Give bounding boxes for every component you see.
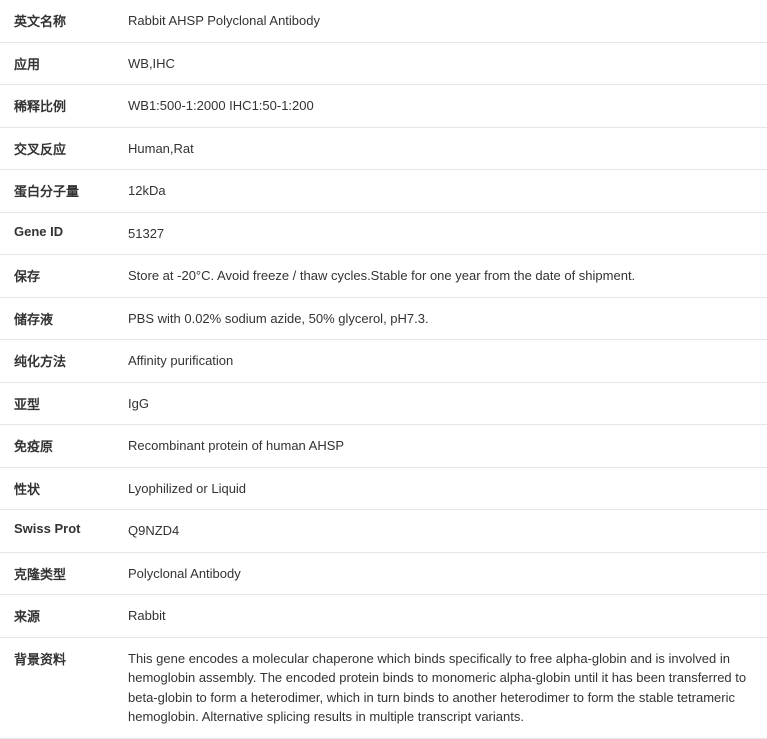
spec-label: 免疫原 — [0, 425, 120, 468]
spec-label: Gene ID — [0, 212, 120, 255]
spec-row: 免疫原Recombinant protein of human AHSP — [0, 425, 767, 468]
spec-row: 背景资料This gene encodes a molecular chaper… — [0, 637, 767, 738]
spec-label: 背景资料 — [0, 637, 120, 738]
spec-label: 英文名称 — [0, 0, 120, 42]
spec-label: 纯化方法 — [0, 340, 120, 383]
spec-label: 储存液 — [0, 297, 120, 340]
spec-row: 蛋白分子量12kDa — [0, 170, 767, 213]
spec-row: 克隆类型Polyclonal Antibody — [0, 552, 767, 595]
spec-row: Gene ID51327 — [0, 212, 767, 255]
spec-value: Rabbit AHSP Polyclonal Antibody — [120, 0, 767, 42]
spec-label: 来源 — [0, 595, 120, 638]
spec-label: 交叉反应 — [0, 127, 120, 170]
spec-value: This gene encodes a molecular chaperone … — [120, 637, 767, 738]
spec-row: 来源Rabbit — [0, 595, 767, 638]
spec-row: 保存Store at -20°C. Avoid freeze / thaw cy… — [0, 255, 767, 298]
spec-row: 亚型IgG — [0, 382, 767, 425]
spec-table-body: 英文名称Rabbit AHSP Polyclonal Antibody应用WB,… — [0, 0, 767, 738]
spec-label: 稀释比例 — [0, 85, 120, 128]
spec-label: 性状 — [0, 467, 120, 510]
spec-value: Lyophilized or Liquid — [120, 467, 767, 510]
spec-value: 12kDa — [120, 170, 767, 213]
spec-row: 交叉反应Human,Rat — [0, 127, 767, 170]
spec-value: Rabbit — [120, 595, 767, 638]
spec-label: 应用 — [0, 42, 120, 85]
spec-value: 51327 — [120, 212, 767, 255]
spec-row: 稀释比例WB1:500-1:2000 IHC1:50-1:200 — [0, 85, 767, 128]
spec-row: 性状Lyophilized or Liquid — [0, 467, 767, 510]
spec-label: Swiss Prot — [0, 510, 120, 553]
spec-label: 保存 — [0, 255, 120, 298]
spec-label: 蛋白分子量 — [0, 170, 120, 213]
spec-row: 纯化方法Affinity purification — [0, 340, 767, 383]
spec-value: Recombinant protein of human AHSP — [120, 425, 767, 468]
product-spec-table: 英文名称Rabbit AHSP Polyclonal Antibody应用WB,… — [0, 0, 767, 739]
spec-label: 克隆类型 — [0, 552, 120, 595]
spec-value: Affinity purification — [120, 340, 767, 383]
spec-label: 亚型 — [0, 382, 120, 425]
spec-value: Q9NZD4 — [120, 510, 767, 553]
spec-value: Polyclonal Antibody — [120, 552, 767, 595]
spec-row: Swiss ProtQ9NZD4 — [0, 510, 767, 553]
spec-value: Human,Rat — [120, 127, 767, 170]
spec-value: IgG — [120, 382, 767, 425]
spec-value: PBS with 0.02% sodium azide, 50% glycero… — [120, 297, 767, 340]
spec-row: 储存液PBS with 0.02% sodium azide, 50% glyc… — [0, 297, 767, 340]
spec-row: 英文名称Rabbit AHSP Polyclonal Antibody — [0, 0, 767, 42]
spec-value: Store at -20°C. Avoid freeze / thaw cycl… — [120, 255, 767, 298]
spec-value: WB,IHC — [120, 42, 767, 85]
spec-value: WB1:500-1:2000 IHC1:50-1:200 — [120, 85, 767, 128]
spec-row: 应用WB,IHC — [0, 42, 767, 85]
